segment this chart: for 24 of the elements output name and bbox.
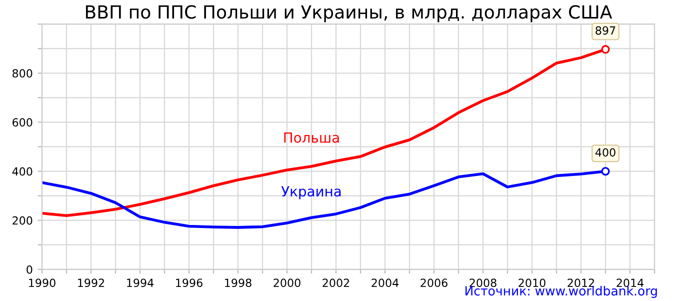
x-tick-label: 2014	[616, 278, 644, 288]
y-tick-label: 0	[26, 265, 32, 274]
x-tick-label: 1994	[127, 278, 154, 288]
x-tick-label: 2002	[322, 278, 350, 288]
y-tick-label: 800	[12, 69, 32, 78]
x-tick-label: 2012	[568, 278, 594, 288]
x-tick-label: 1990	[29, 278, 56, 288]
y-tick-label: 600	[12, 118, 32, 127]
x-tick-label: 2010	[518, 278, 546, 288]
series-label: Украина	[281, 186, 341, 200]
x-tick-label: 2000	[274, 278, 300, 288]
x-tick-label: 1992	[78, 278, 104, 288]
x-tick-label: 2008	[470, 278, 496, 288]
chart-title: ВВП по ППС Польши и Украины, в млрд. долларах США	[86, 5, 612, 22]
x-tick-label: 2004	[372, 278, 399, 288]
x-tick-label: 2006	[420, 278, 448, 288]
series-label: Польша	[284, 132, 339, 143]
text: Источник: www.worldbank.org	[466, 286, 657, 298]
x-tick-label: 1996	[176, 278, 202, 288]
y-tick-label: 200	[12, 216, 32, 225]
annotation: 400	[595, 148, 616, 157]
x-tick-label: 1998	[225, 278, 252, 288]
annotation: 897	[596, 26, 616, 35]
y-tick-label: 400	[12, 167, 32, 176]
